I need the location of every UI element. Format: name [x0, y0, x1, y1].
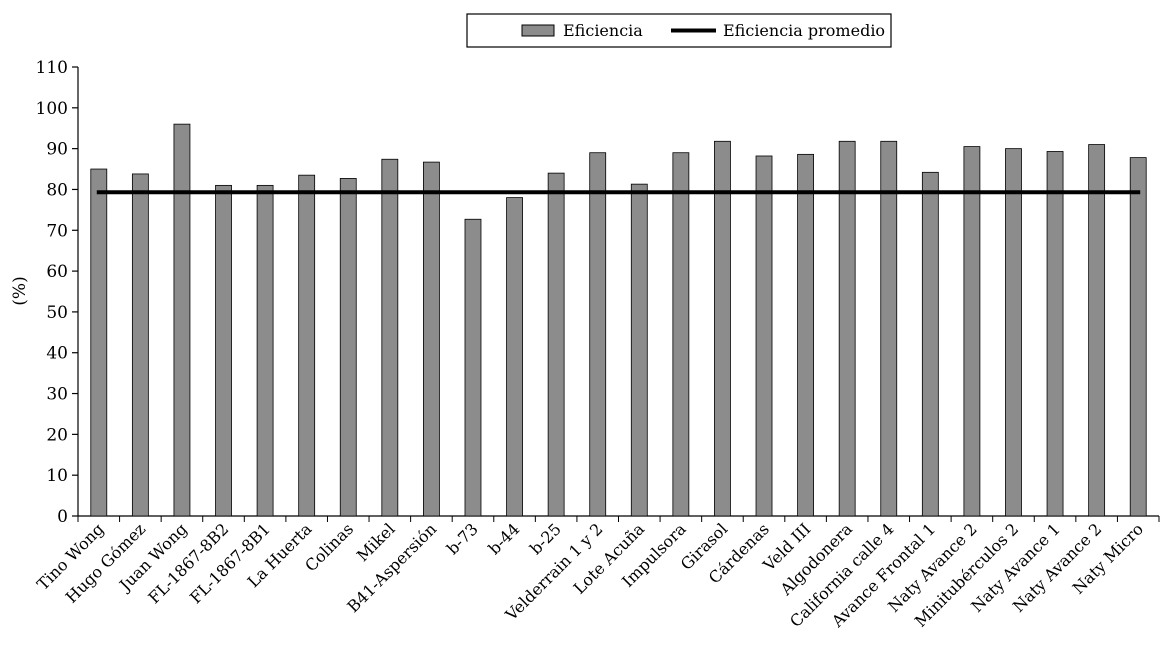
bar — [90, 168, 108, 517]
bars — [90, 123, 1147, 517]
bar — [963, 146, 981, 517]
bar — [506, 197, 523, 517]
y-tick-label: 40 — [46, 344, 68, 364]
axes — [77, 67, 1160, 522]
bar — [838, 140, 856, 517]
bar — [1005, 148, 1022, 517]
x-category-label: b-73 — [443, 519, 482, 558]
legend-label-eficiencia: Eficiencia — [563, 21, 643, 40]
y-tick-label: 70 — [46, 221, 68, 241]
bar — [215, 184, 232, 517]
bar — [381, 158, 399, 517]
y-tick-label: 30 — [46, 385, 68, 405]
bar — [880, 140, 898, 517]
bar — [921, 171, 939, 517]
y-tick-label: 90 — [46, 140, 68, 160]
bar — [131, 173, 149, 517]
y-ticks: 0 10 20 30 40 50 60 70 80 90 100 110 — [36, 58, 78, 527]
bar — [256, 184, 274, 517]
bar — [672, 152, 690, 517]
y-tick-label: 80 — [46, 180, 68, 200]
y-tick-label: 10 — [46, 466, 68, 486]
y-tick-label: 20 — [46, 425, 68, 445]
bar — [755, 155, 773, 517]
y-tick-label: 110 — [36, 58, 68, 78]
bar — [797, 153, 814, 517]
y-axis-title: (%) — [10, 276, 30, 305]
y-tick-label: 100 — [36, 99, 68, 119]
bar — [173, 123, 191, 517]
legend-label-eficiencia-promedio: Eficiencia promedio — [723, 21, 885, 40]
bar — [423, 161, 440, 517]
bar — [1088, 144, 1106, 517]
x-category-label: b-44 — [484, 519, 523, 558]
bar — [630, 183, 648, 517]
bar — [1046, 151, 1064, 517]
bar — [589, 152, 607, 517]
legend-swatch-eficiencia — [521, 24, 555, 37]
bar — [339, 178, 357, 517]
bar — [298, 174, 316, 517]
bar — [464, 218, 482, 517]
y-tick-label: 0 — [57, 507, 68, 527]
bar — [714, 140, 731, 517]
bar — [1129, 157, 1147, 517]
y-tick-label: 50 — [46, 303, 68, 323]
y-tick-label: 60 — [46, 262, 68, 282]
bar — [547, 172, 565, 517]
legend: Eficiencia Eficiencia promedio — [466, 13, 892, 48]
